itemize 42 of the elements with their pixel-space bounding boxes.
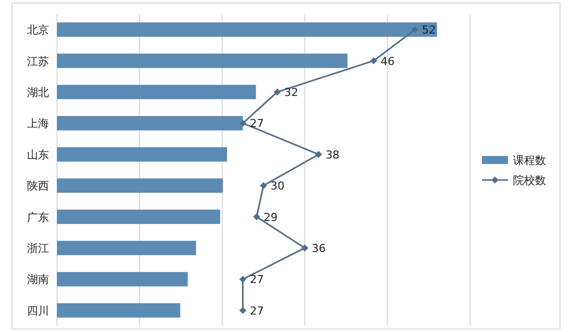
y-tick-label: 北京 xyxy=(27,24,49,37)
legend-label: 院校数 xyxy=(513,174,546,187)
bar xyxy=(57,84,256,100)
bar xyxy=(57,54,348,68)
y-tick-label: 陕西 xyxy=(27,180,49,193)
bar xyxy=(57,147,228,162)
point xyxy=(301,244,308,252)
y-tick-label: 湖北 xyxy=(27,86,49,99)
point xyxy=(239,120,246,127)
y-tick-label: 上海 xyxy=(27,117,49,130)
point xyxy=(411,26,418,34)
bar xyxy=(57,303,180,318)
data-label: 52 xyxy=(422,24,436,37)
y-tick-label: 山东 xyxy=(27,148,49,162)
data-label: 29 xyxy=(264,210,278,224)
bar xyxy=(57,240,196,256)
point xyxy=(260,182,267,190)
point xyxy=(370,57,378,64)
point xyxy=(253,213,260,220)
point xyxy=(315,150,322,158)
bar xyxy=(57,210,220,224)
data-label: 38 xyxy=(326,148,340,162)
y-tick-label: 江苏 xyxy=(27,54,49,68)
y-tick-label: 湖南 xyxy=(27,273,49,286)
bar xyxy=(57,272,188,286)
legend-label: 课程数 xyxy=(513,154,546,167)
data-label: 46 xyxy=(380,54,395,68)
y-tick-label: 四川 xyxy=(27,304,49,318)
bar xyxy=(57,116,243,130)
point xyxy=(239,276,246,283)
y-tick-label: 广东 xyxy=(27,210,49,224)
data-label: 32 xyxy=(284,86,298,99)
data-label: 30 xyxy=(270,180,284,193)
bar xyxy=(57,22,437,37)
data-label: 27 xyxy=(250,304,264,318)
data-label: 27 xyxy=(250,117,264,130)
point xyxy=(274,88,281,96)
point xyxy=(239,306,246,314)
data-label: 36 xyxy=(312,242,326,255)
bar xyxy=(57,178,223,193)
y-tick-label: 浙江 xyxy=(27,242,49,255)
data-label: 27 xyxy=(250,273,264,286)
